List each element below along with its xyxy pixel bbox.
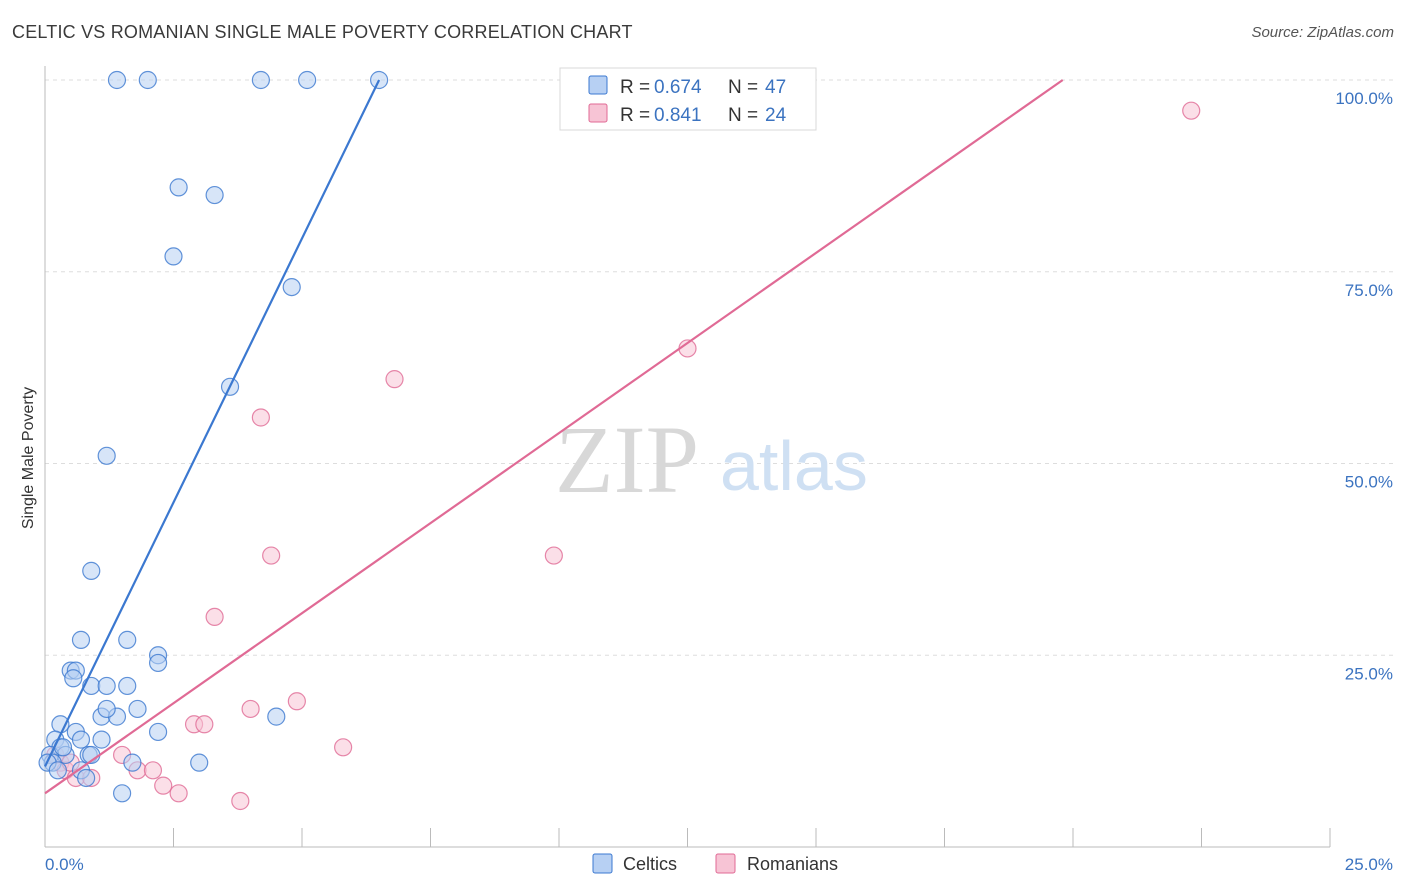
romanians-point <box>1182 101 1201 120</box>
celtics-point <box>77 768 96 788</box>
romanians-point <box>169 784 188 803</box>
celtics-point <box>298 70 317 90</box>
bottom-legend-swatch-romanians <box>715 853 736 874</box>
celtics-point <box>112 784 132 803</box>
legend-box: R = 0.674 N = 47 R = 0.841 N = 24 <box>559 67 817 131</box>
celtics-point <box>148 653 168 673</box>
celtics-point <box>118 630 137 650</box>
bottom-legend-swatch-celtics <box>592 853 613 874</box>
x-tick-marks <box>173 828 1331 847</box>
romanians-point <box>241 699 260 719</box>
watermark-zip: ZIP <box>555 406 699 513</box>
bottom-legend: Celtics Romanians <box>592 853 838 874</box>
y-axis-label: Single Male Poverty <box>20 387 37 529</box>
y-tick-labels: 25.0% 50.0% 75.0% 100.0% <box>1335 89 1393 683</box>
trend-lines <box>44 79 1064 795</box>
legend-n-value-celtics: 47 <box>765 77 786 98</box>
romanians-point <box>262 546 281 565</box>
celtics-trend-line <box>44 79 381 767</box>
celtics-point <box>48 761 67 780</box>
celtics-point <box>138 70 157 90</box>
romanians-point <box>334 738 353 757</box>
romanians-point <box>544 546 563 565</box>
celtics-point <box>97 446 116 465</box>
legend-n-label-romanians: N = <box>728 105 758 126</box>
celtics-point <box>118 676 137 696</box>
romanians-trend-line <box>44 79 1064 795</box>
celtics-point <box>97 699 116 719</box>
y-tick-label-25: 25.0% <box>1345 664 1393 683</box>
celtics-point <box>92 730 111 749</box>
celtics-point <box>190 753 209 772</box>
watermark-atlas: atlas <box>720 427 868 505</box>
legend-n-label-celtics: N = <box>728 77 758 98</box>
celtics-points <box>38 70 389 803</box>
legend-swatch-romanians <box>588 103 608 123</box>
romanians-point <box>251 408 270 427</box>
celtics-point <box>205 185 224 205</box>
celtics-point <box>282 277 301 297</box>
romanians-point <box>231 791 250 811</box>
celtics-point <box>164 247 183 266</box>
romanians-point <box>287 692 306 711</box>
bottom-legend-celtics: Celtics <box>623 854 677 874</box>
legend-r-label-romanians: R = <box>620 105 650 126</box>
celtics-point <box>169 178 188 197</box>
legend-r-value-celtics: 0.674 <box>654 77 702 98</box>
celtics-point <box>128 699 147 719</box>
legend-r-label-celtics: R = <box>620 77 650 98</box>
chart-source: Source: ZipAtlas.com <box>1251 24 1394 41</box>
romanians-point <box>195 715 214 734</box>
y-tick-label-75: 75.0% <box>1345 281 1393 300</box>
legend-n-value-romanians: 24 <box>765 105 787 126</box>
x-tick-label-max: 25.0% <box>1345 855 1393 874</box>
legend-r-value-romanians: 0.841 <box>654 105 702 126</box>
celtics-point <box>82 561 101 580</box>
romanians-point <box>205 607 224 627</box>
celtics-point <box>267 707 286 726</box>
chart-title: CELTIC VS ROMANIAN SINGLE MALE POVERTY C… <box>12 22 633 42</box>
celtics-point <box>97 676 116 696</box>
romanians-point <box>154 776 173 795</box>
y-tick-label-50: 50.0% <box>1345 473 1393 492</box>
celtics-point <box>71 730 91 749</box>
celtics-point <box>123 753 142 772</box>
romanians-point <box>385 370 404 389</box>
celtics-point <box>71 630 91 650</box>
legend-swatch-celtics <box>588 75 608 95</box>
celtics-point <box>148 722 168 742</box>
celtics-point <box>107 70 127 90</box>
celtics-point <box>251 70 270 90</box>
x-tick-label-min: 0.0% <box>45 855 84 874</box>
y-tick-label-100: 100.0% <box>1335 89 1393 108</box>
grid-lines <box>45 79 1393 656</box>
celtics-point <box>64 669 83 688</box>
romanians-points <box>46 101 1201 811</box>
bottom-legend-romanians: Romanians <box>747 854 838 874</box>
romanians-point <box>143 761 163 780</box>
